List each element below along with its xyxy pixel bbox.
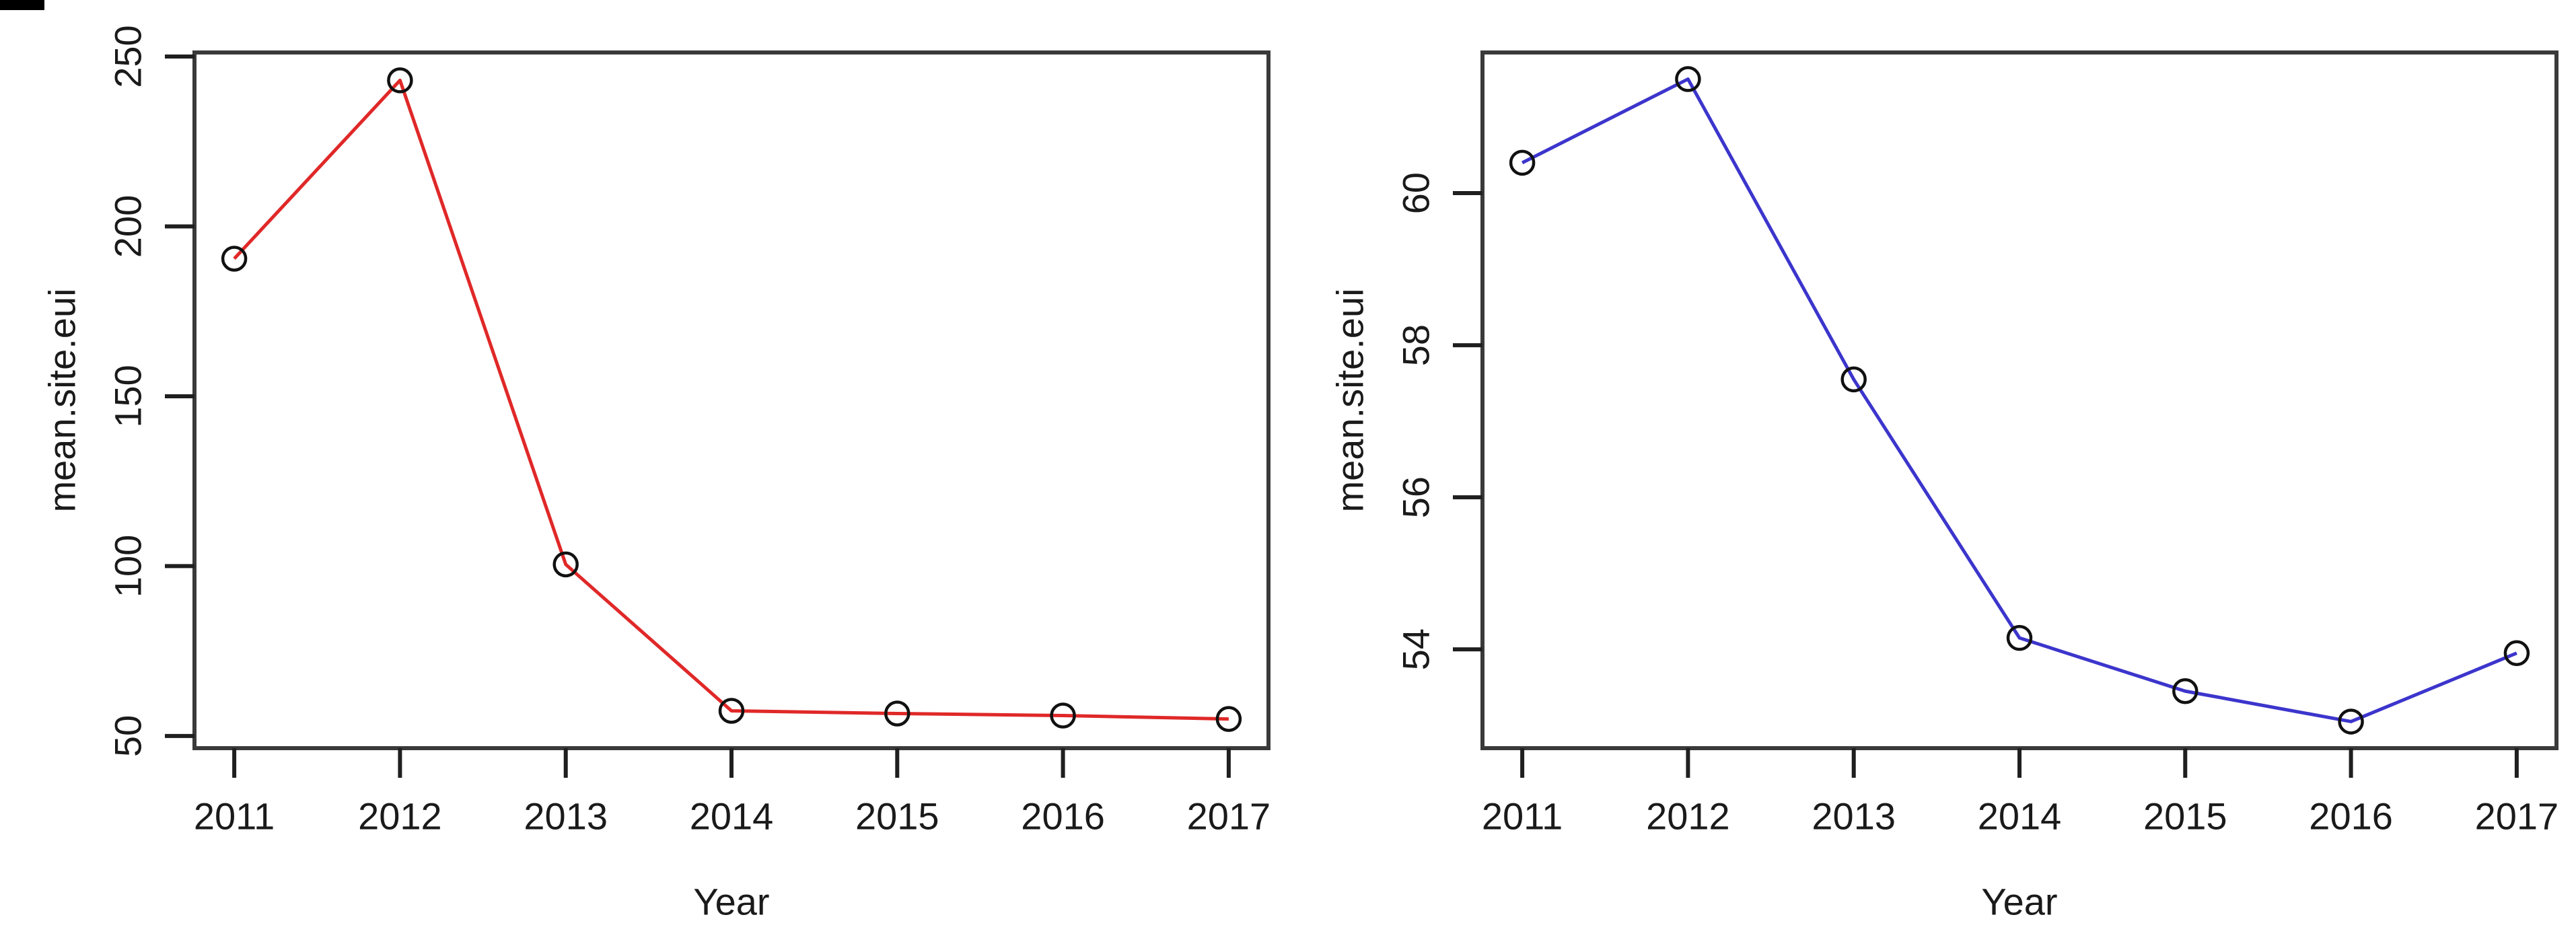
eui-trend-chart-left-panel: 2011 2012 2013 2014 2015 2016 2017 50 100 150 200 2… [41, 25, 1271, 923]
x-axis-tick-label: 2013 [1812, 795, 1896, 838]
x-axis-tick-label: 2011 [1482, 795, 1563, 838]
data-point-marker [1215, 706, 1242, 732]
x-axis-title: Year [693, 881, 769, 923]
x-axis-tick-label: 2016 [1021, 795, 1105, 838]
data-line [233, 78, 1229, 721]
data-point-marker [2338, 708, 2364, 735]
chart-left-svg: 2011 2012 2013 2014 2015 2016 2017 50 100 150 200 2… [41, 25, 1271, 923]
x-axis-tick-label: 2015 [855, 795, 939, 838]
plot-box [192, 50, 1271, 750]
y-axis-tick-label: 56 [1395, 476, 1437, 518]
data-line [1521, 77, 2517, 723]
data-point-marker [1509, 149, 1536, 176]
x-axis-tick-label: 2015 [2143, 795, 2227, 838]
corner-artifact-mark [0, 0, 44, 10]
data-point-marker [718, 698, 745, 724]
data-point-marker [221, 246, 248, 272]
eui-trend-chart-right-panel: 2011 2012 2013 2014 2015 2016 2017 54 56 58 60 Year… [1288, 0, 2576, 948]
y-axis-tick-label: 54 [1395, 628, 1437, 670]
y-axis-tick-label: 58 [1395, 324, 1437, 366]
y-axis-title: mean.site.eui [1329, 288, 1371, 512]
y-axis-tick-label: 200 [107, 195, 149, 258]
chart-right-svg: 2011 2012 2013 2014 2015 2016 2017 54 56 58 60 Year… [1329, 50, 2559, 923]
x-axis-tick-label: 2012 [1646, 795, 1730, 838]
data-point-marker [1675, 66, 1701, 92]
x-axis-tick-label: 2012 [358, 795, 442, 838]
plot-box [1480, 50, 2559, 750]
x-axis-tick-label: 2011 [194, 795, 275, 838]
x-axis-tick-label: 2014 [690, 795, 774, 838]
x-axis-title: Year [1981, 881, 2057, 923]
data-point-marker [552, 551, 579, 578]
data-point-marker [1050, 702, 1076, 729]
y-axis-title: mean.site.eui [41, 288, 83, 512]
y-axis-tick-label: 250 [107, 25, 149, 87]
x-axis-tick-label: 2017 [2475, 795, 2559, 838]
x-axis-tick-label: 2013 [524, 795, 608, 838]
x-axis-tick-label: 2016 [2309, 795, 2393, 838]
data-point-marker [2503, 640, 2530, 666]
data-point-marker [2006, 624, 2033, 651]
data-point-marker [2172, 678, 2198, 704]
y-axis-tick-label: 50 [107, 715, 149, 757]
y-axis-tick-label: 150 [107, 365, 149, 427]
y-axis-tick-label: 100 [107, 535, 149, 597]
data-point-marker [1840, 366, 1867, 393]
y-axis-tick-label: 60 [1395, 172, 1437, 214]
data-point-marker [387, 67, 413, 94]
x-axis-tick-label: 2017 [1187, 795, 1271, 838]
x-axis-tick-label: 2014 [1978, 795, 2062, 838]
data-point-marker [884, 700, 910, 727]
